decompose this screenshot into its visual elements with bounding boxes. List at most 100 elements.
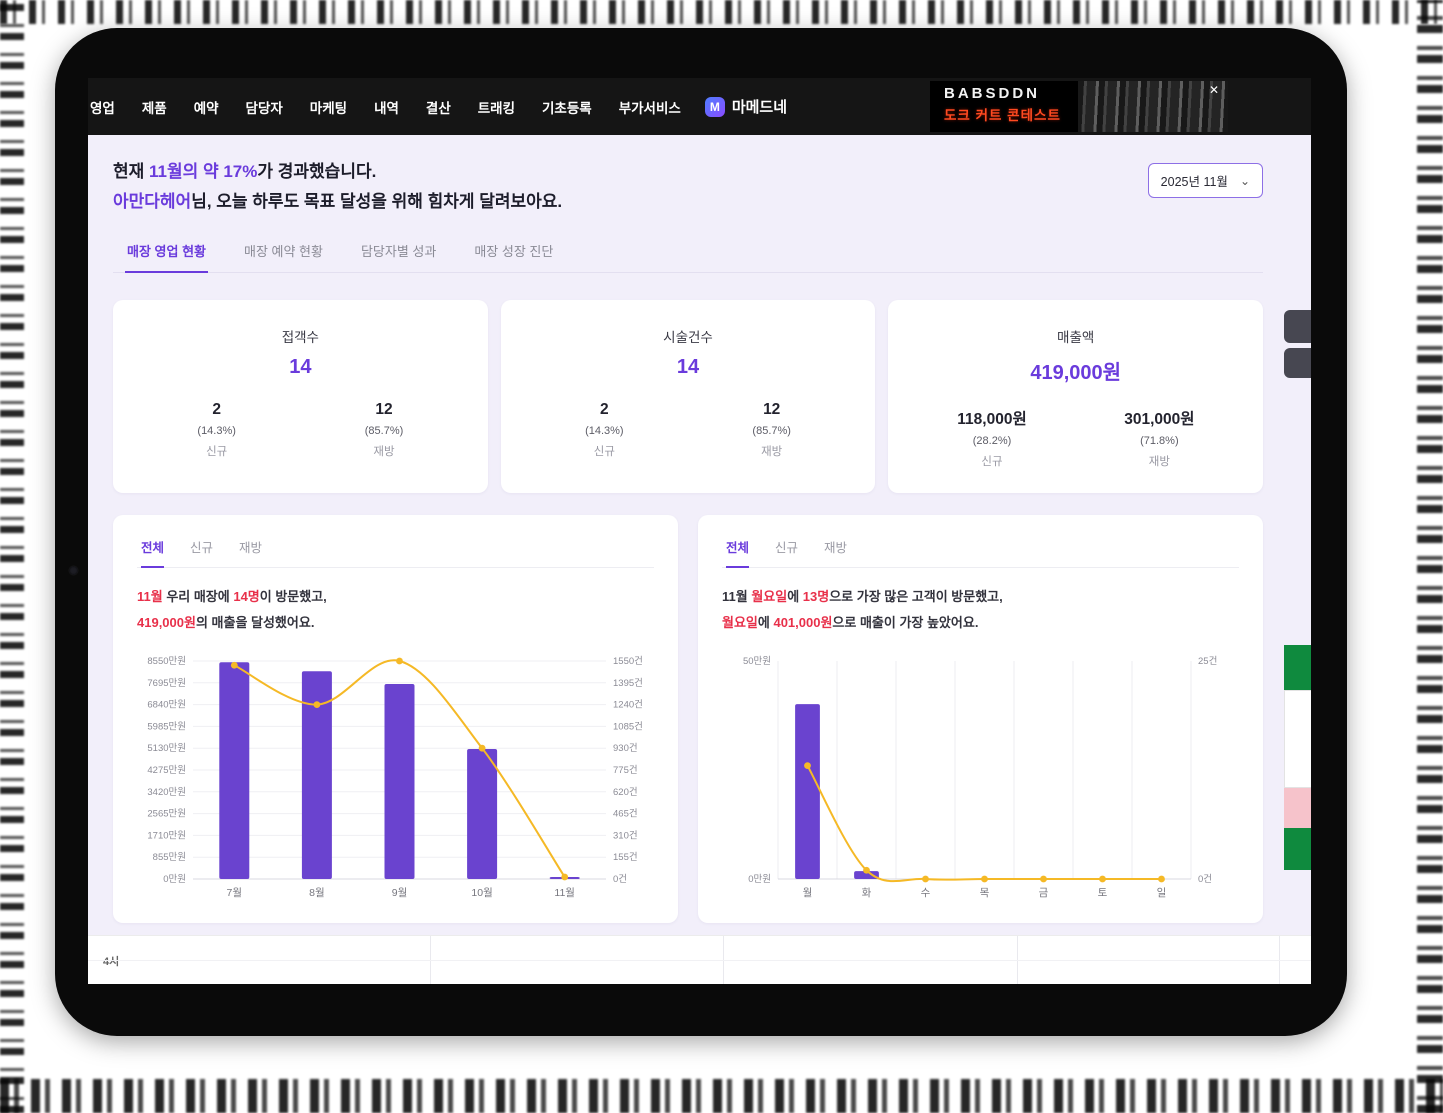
nav-item[interactable]: 내역 (374, 100, 399, 116)
ad-banner[interactable]: BABSDDN 도크 커트 콘테스트 ✕ (930, 81, 1228, 132)
chart-desc-line-2: 419,000원의 매출을 달성했어요. (137, 610, 654, 637)
background-calendar-strip: 4시 (88, 935, 1311, 984)
svg-text:855만원: 855만원 (153, 852, 186, 863)
stat-value: 12 (375, 400, 393, 418)
chart-tabs: 전체 신규 재방 (137, 537, 654, 568)
stat-value: 301,000원 (1124, 410, 1195, 428)
highlight-text: 아만다헤어 (113, 191, 192, 211)
plain-text: 에 (787, 588, 803, 604)
svg-text:1085건: 1085건 (613, 721, 643, 732)
nav-item[interactable]: 트래킹 (477, 100, 516, 116)
nav-item[interactable]: 부가서비스 (618, 100, 681, 116)
svg-text:11월: 11월 (554, 887, 575, 899)
chart-description: 11월 월요일에 13명으로 가장 많은 고객이 방문했고, 월요일에 401,0… (722, 584, 1239, 637)
greeting-line-1: 현재 11월의 약 17%가 경과했습니다. (113, 157, 562, 187)
banner-subtitle: 도크 커트 콘테스트 (944, 108, 1061, 123)
svg-text:0건: 0건 (613, 874, 627, 885)
nav-item[interactable]: 담당자 (245, 100, 283, 116)
highlight-text: 월요일 (751, 588, 788, 604)
nav-item[interactable]: 영업 (90, 100, 115, 116)
chart-tab[interactable]: 재방 (824, 540, 848, 555)
svg-text:금: 금 (1039, 887, 1049, 899)
plain-text: 으로 매출이 가장 높았어요. (832, 615, 979, 631)
chart-tab[interactable]: 재방 (239, 540, 263, 555)
stat-value: 12 (763, 400, 781, 418)
svg-text:1710만원: 1710만원 (147, 830, 186, 841)
stat-value: 118,000원 (957, 410, 1027, 428)
chart-tab[interactable]: 신규 (775, 540, 799, 555)
stat-percentage: (14.3%) (585, 424, 624, 437)
noise-border-left (0, 0, 24, 1113)
svg-text:5985만원: 5985만원 (147, 721, 186, 732)
highlight-text: 11월 (137, 588, 163, 604)
app-screen: 영업 제품 예약 담당자 마케팅 내역 결산 트래킹 기초등록 부가서비스 M 마메드네 BABS… (88, 78, 1311, 984)
stat-percentage: (14.3%) (197, 424, 236, 437)
chart-tab[interactable]: 전체 (141, 537, 165, 568)
stat-percentage: (28.2%) (972, 434, 1012, 447)
stat-card: 접객수 14 2 (14.3%) 신규 12 (85.7%) 재방 (113, 299, 488, 493)
brand[interactable]: M 마메드네 (704, 96, 788, 117)
period-selector[interactable]: 2025년 11월 ⌄ (1147, 163, 1263, 198)
greeting: 현재 11월의 약 17%가 경과했습니다. 아만다헤어님, 오늘 하루도 목표… (113, 157, 562, 217)
svg-text:310건: 310건 (613, 830, 638, 841)
main-tab[interactable]: 매장 예약 현황 (243, 243, 323, 259)
stat-value: 2 (600, 400, 609, 418)
chart-desc-line-1: 11월 월요일에 13명으로 가장 많은 고객이 방문했고, (722, 584, 1239, 611)
stat-cards-row: 접객수 14 2 (14.3%) 신규 12 (85.7%) 재방 시술건수 14 2 (14.3%)… (113, 299, 1264, 493)
stat-label: 신규 (206, 445, 228, 458)
svg-text:월: 월 (803, 887, 813, 899)
svg-text:25건: 25건 (1198, 656, 1217, 667)
nav-item[interactable]: 기초등록 (542, 100, 592, 116)
stat-card-title: 시술건수 (663, 329, 713, 345)
plain-text: 가 경과했습니다. (257, 162, 377, 181)
top-navigation: 영업 제품 예약 담당자 마케팅 내역 결산 트래킹 기초등록 부가서비스 M 마메드네 BABS… (88, 78, 1311, 135)
brand-logo-icon: M (704, 96, 725, 117)
stat-card-columns: 2 (14.3%) 신규 12 (85.7%) 재방 (521, 401, 856, 459)
chart-tab[interactable]: 신규 (190, 540, 214, 555)
highlight-text: 13명 (802, 588, 830, 604)
background-window-fragment (1284, 690, 1311, 788)
svg-text:0건: 0건 (1198, 874, 1212, 885)
nav-item[interactable]: 결산 (425, 100, 451, 116)
stat-label: 재방 (761, 445, 783, 458)
stat-card-column: 301,000원 (71.8%) 재방 (1076, 407, 1243, 469)
highlight-text: 14명 (233, 588, 260, 604)
period-selector-value: 2025년 11월 (1160, 175, 1228, 189)
svg-text:465건: 465건 (613, 808, 638, 819)
calendar-grid-line (88, 960, 1311, 961)
plain-text: 우리 매장에 (162, 588, 234, 604)
main-tab[interactable]: 담당자별 성과 (360, 243, 437, 259)
highlight-text: 월요일 (722, 615, 758, 631)
time-label: 4시 (103, 956, 120, 968)
noise-border-right (1417, 0, 1443, 1113)
stat-card-total: 419,000원 (1030, 361, 1122, 384)
tablet-frame: 영업 제품 예약 담당자 마케팅 내역 결산 트래킹 기초등록 부가서비스 M 마메드네 BABS… (55, 28, 1347, 1036)
chart-cards-row: 전체 신규 재방 11월 우리 매장에 14명이 방문했고, 419,000원의 매출을… (113, 514, 1263, 923)
nav-item[interactable]: 마케팅 (309, 100, 348, 116)
svg-text:7695만원: 7695만원 (147, 678, 186, 689)
stat-card-column: 12 (85.7%) 재방 (688, 401, 855, 459)
stat-label: 재방 (373, 445, 395, 458)
main-tab[interactable]: 매장 성장 진단 (474, 243, 554, 259)
main-tab[interactable]: 매장 영업 현황 (125, 241, 208, 273)
stat-label: 신규 (593, 445, 615, 458)
stat-card-column: 2 (14.3%) 신규 (521, 401, 688, 459)
greeting-line-2: 아만다헤어님, 오늘 하루도 목표 달성을 위해 힘차게 달려보아요. (113, 187, 562, 217)
banner-text: BABSDDN 도크 커트 콘테스트 (944, 85, 1061, 124)
stat-card: 시술건수 14 2 (14.3%) 신규 12 (85.7%) 재방 (500, 299, 876, 493)
plain-text: 에 (757, 615, 774, 631)
svg-text:2565만원: 2565만원 (147, 808, 186, 819)
banner-close-button[interactable]: ✕ (1203, 81, 1225, 99)
stat-label: 신규 (981, 455, 1003, 468)
tablet-camera-dot (69, 566, 78, 575)
svg-text:1550건: 1550건 (613, 656, 643, 667)
plain-text: 님, 오늘 하루도 목표 달성을 위해 힘차게 달려보아요. (191, 191, 563, 211)
svg-text:목: 목 (980, 887, 990, 899)
combo-chart-svg: 50만원 0만원 25건 0건월 화 수 목 금 토 일 (743, 656, 1217, 899)
nav-item[interactable]: 예약 (193, 100, 219, 116)
brand-name: 마메드네 (731, 99, 788, 116)
nav-item[interactable]: 제품 (141, 100, 167, 116)
chart-tab[interactable]: 전체 (726, 537, 750, 568)
chart-card: 전체 신규 재방 11월 우리 매장에 14명이 방문했고, 419,000원의 매출을… (113, 514, 678, 923)
background-window-fragment (1284, 348, 1311, 378)
